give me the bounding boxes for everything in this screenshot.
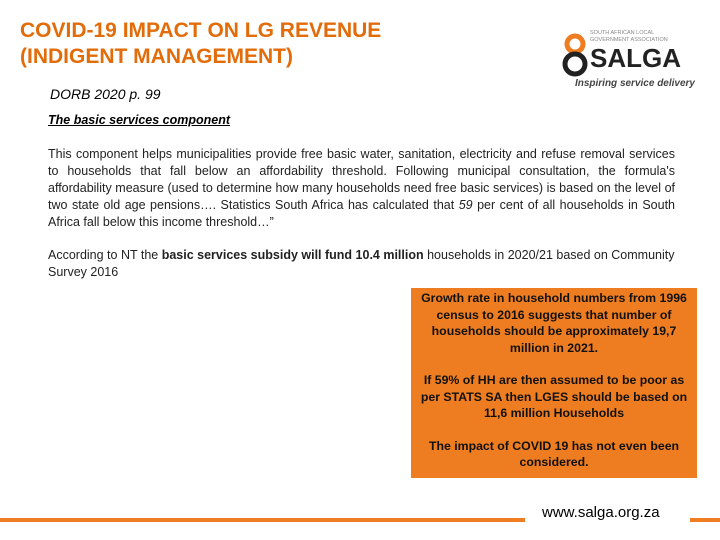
- subtitle: DORB 2020 p. 99: [50, 86, 161, 102]
- callout: Growth rate in household numbers from 19…: [411, 288, 697, 478]
- logo-tagline: SOUTH AFRICAN LOCAL GOVERNMENT ASSOCIATI…: [590, 30, 668, 43]
- paragraph: According to NT the basic services subsi…: [48, 247, 675, 281]
- callout-text: The impact of COVID 19 has not even been…: [428, 438, 680, 470]
- logo: SOUTH AFRICAN LOCAL GOVERNMENT ASSOCIATI…: [562, 30, 695, 89]
- logo-name: SALGA: [590, 43, 681, 73]
- footer-bar: [690, 518, 720, 522]
- callout-text: Growth rate in household numbers from 19…: [421, 291, 687, 355]
- text: 59: [458, 198, 473, 212]
- text: This component helps municipalities prov…: [48, 147, 675, 212]
- title: COVID-19 IMPACT ON LG REVENUE (INDIGENT …: [20, 18, 381, 70]
- text: basic services subsidy will fund 10.4 mi…: [161, 248, 424, 262]
- footer-url: www.salga.org.za: [542, 504, 660, 521]
- text: households in 2020/21 based on Community…: [48, 248, 675, 279]
- title-line: COVID-19 IMPACT ON LG REVENUE: [20, 19, 382, 42]
- section-heading: The basic services component: [48, 113, 231, 127]
- callout-text: If 59% of HH are then assumed to be poor…: [420, 373, 688, 420]
- text: According to NT the: [48, 248, 162, 262]
- text: per cent of all households in South Afri…: [48, 198, 675, 229]
- footer-bar: [0, 518, 525, 522]
- title-line: (INDIGENT MANAGEMENT): [20, 45, 293, 68]
- logo-slogan: Inspiring service delivery: [574, 78, 695, 89]
- paragraph: This component helps municipalities prov…: [48, 146, 675, 231]
